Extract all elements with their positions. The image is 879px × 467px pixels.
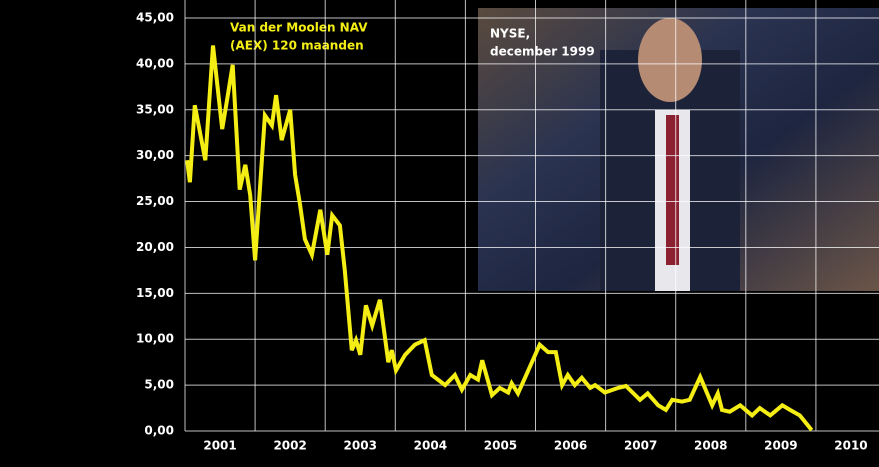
x-tick-label: 2007 — [624, 439, 657, 453]
y-tick-label: 10,00 — [136, 332, 174, 346]
x-tick-label: 2002 — [273, 439, 306, 453]
y-tick-label: 5,00 — [144, 378, 174, 392]
photo-caption: NYSE, — [490, 27, 530, 41]
x-tick-label: 2001 — [203, 439, 236, 453]
y-tick-label: 40,00 — [136, 56, 174, 70]
page: NYSE, december 1999 Van der Moolen NAV (… — [0, 0, 879, 467]
chart: NYSE, december 1999 Van der Moolen NAV (… — [0, 0, 879, 467]
x-tick-label: 2006 — [554, 439, 587, 453]
chart-title: (AEX) 120 maanden — [230, 39, 364, 53]
y-tick-label: 45,00 — [136, 11, 174, 25]
x-tick-label: 2003 — [344, 439, 377, 453]
photo-face — [638, 18, 702, 102]
y-tick-label: 35,00 — [136, 102, 174, 116]
chart-title: Van der Moolen NAV — [230, 21, 368, 35]
x-tick-label: 2005 — [484, 439, 517, 453]
x-tick-label: 2004 — [414, 439, 447, 453]
x-tick-label: 2008 — [694, 439, 727, 453]
y-tick-label: 15,00 — [136, 286, 174, 300]
x-tick-label: 2010 — [834, 439, 867, 453]
y-tick-label: 25,00 — [136, 194, 174, 208]
y-tick-label: 20,00 — [136, 240, 174, 254]
photo-tie — [666, 115, 679, 265]
photo: NYSE, december 1999 — [478, 8, 879, 291]
y-tick-label: 30,00 — [136, 148, 174, 162]
y-tick-label: 0,00 — [144, 424, 174, 438]
x-tick-label: 2009 — [764, 439, 797, 453]
photo-caption: december 1999 — [490, 45, 595, 59]
